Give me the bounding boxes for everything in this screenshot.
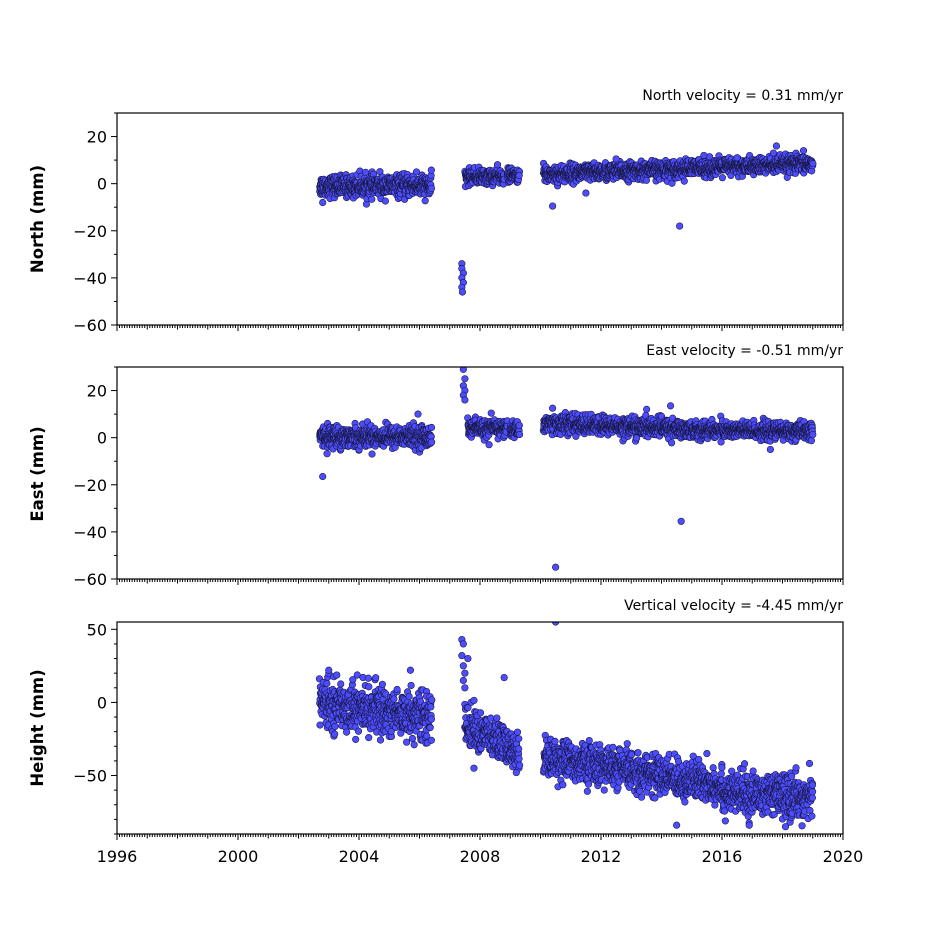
data-point <box>799 147 808 155</box>
east-panel-title: East velocity = -0.51 mm/yr <box>646 343 843 359</box>
data-point <box>633 434 641 442</box>
east-axis-ticks: 20 0 −20 −40 −60 <box>73 366 844 589</box>
data-point <box>458 288 467 296</box>
height-plot-area <box>315 622 817 831</box>
data-point <box>718 174 726 182</box>
y-tick-label: 20 <box>87 382 107 401</box>
data-point <box>549 202 557 210</box>
data-point <box>666 402 675 410</box>
data-point <box>461 375 469 383</box>
data-point <box>427 184 436 192</box>
y-tick-label: 0 <box>97 175 107 194</box>
data-point <box>680 177 688 185</box>
height-panel-title: Vertical velocity = -4.45 mm/yr <box>624 598 843 614</box>
data-point <box>515 430 524 439</box>
height-y-axis-label: Height (mm) <box>28 669 47 786</box>
y-tick-label: −60 <box>73 570 107 589</box>
east-plot-area <box>316 367 817 571</box>
data-point <box>421 197 429 205</box>
data-point <box>809 431 817 439</box>
y-tick-label: −40 <box>73 523 107 542</box>
data-point <box>381 197 389 205</box>
data-point <box>368 195 376 203</box>
data-point <box>515 421 523 429</box>
data-point <box>700 151 708 159</box>
data-point <box>323 679 331 688</box>
east-plot-frame <box>116 366 844 580</box>
data-point <box>361 168 370 176</box>
data-point <box>319 198 327 207</box>
y-tick-label: −20 <box>73 476 107 495</box>
data-point <box>772 142 781 150</box>
data-point <box>643 405 651 413</box>
north-plot-frame <box>116 112 844 326</box>
data-point <box>676 222 684 230</box>
east-y-axis-label: East (mm) <box>28 426 47 521</box>
data-point <box>717 438 725 446</box>
data-point <box>515 171 523 179</box>
data-point <box>323 450 331 458</box>
data-point <box>769 149 778 157</box>
data-point <box>552 563 560 571</box>
data-point <box>485 441 493 449</box>
data-point <box>427 423 436 432</box>
north-panel-title: North velocity = 0.31 mm/yr <box>642 88 843 104</box>
y-tick-label: −20 <box>73 222 107 241</box>
data-point <box>766 445 774 454</box>
data-point <box>319 472 327 481</box>
data-point <box>612 155 620 163</box>
data-point <box>427 166 435 174</box>
y-tick-label: −40 <box>73 269 107 288</box>
data-point <box>487 409 495 417</box>
data-point <box>733 154 741 162</box>
east-panel: East velocity = -0.51 mm/yr East (mm) 20… <box>28 343 844 589</box>
y-tick-label: −60 <box>73 316 107 335</box>
data-point <box>493 161 502 169</box>
data-point <box>459 367 467 373</box>
data-point <box>807 437 815 445</box>
north-panel: North velocity = 0.31 mm/yr North (mm) 2… <box>28 88 844 335</box>
y-tick-label: 20 <box>87 128 107 147</box>
data-point <box>642 176 650 184</box>
height-panel: Vertical velocity = -4.45 mm/yr Height (… <box>28 598 863 866</box>
north-axis-ticks: 20 0 −20 −40 −60 <box>73 112 844 335</box>
y-tick-label: 0 <box>97 429 107 448</box>
data-point <box>549 404 557 412</box>
data-point <box>667 439 676 447</box>
data-point <box>677 517 685 525</box>
north-plot-area <box>316 142 817 296</box>
data-point <box>428 438 436 446</box>
data-point <box>316 721 324 729</box>
north-y-axis-label: North (mm) <box>28 165 47 273</box>
data-point <box>461 396 469 404</box>
data-point <box>809 159 817 168</box>
data-point <box>582 189 590 197</box>
data-point <box>414 410 422 418</box>
data-point <box>412 168 421 176</box>
data-point <box>368 450 376 458</box>
